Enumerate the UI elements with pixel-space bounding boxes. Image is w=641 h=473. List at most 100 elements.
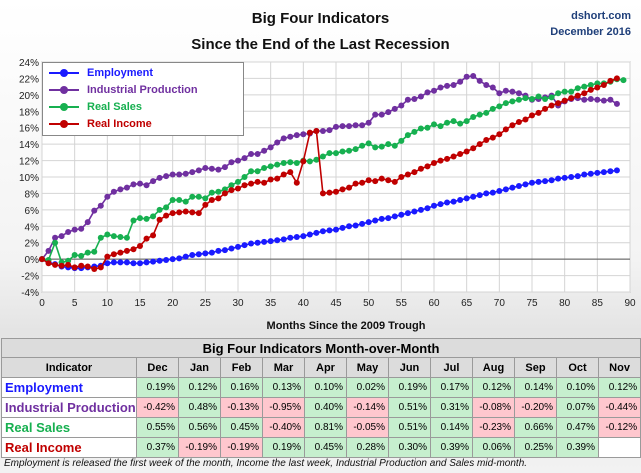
data-point <box>339 186 346 193</box>
x-tick-label: 45 <box>330 298 342 309</box>
table-cell: 0.14% <box>430 417 473 438</box>
data-point <box>515 118 522 125</box>
data-point <box>483 109 490 116</box>
data-point <box>333 188 339 195</box>
data-point <box>195 251 202 258</box>
data-point <box>228 182 235 189</box>
data-point <box>450 82 457 88</box>
data-point <box>378 175 385 182</box>
data-point <box>476 141 483 148</box>
data-point <box>450 118 457 125</box>
data-point <box>587 170 594 177</box>
data-point <box>359 122 366 129</box>
data-point <box>215 247 222 254</box>
row-indicator-name: Real Income <box>1 437 137 458</box>
data-point <box>333 123 339 130</box>
data-point <box>437 157 444 164</box>
y-tick-label: 0% <box>25 255 40 266</box>
table-cell: 0.51% <box>388 397 431 418</box>
data-point <box>483 137 490 144</box>
data-point <box>587 86 594 93</box>
row-indicator-name: Industrial Production <box>1 397 137 418</box>
data-point <box>221 190 228 197</box>
data-point <box>104 193 111 200</box>
data-point <box>176 255 183 262</box>
table-cell: 0.66% <box>514 417 557 438</box>
data-point <box>613 167 620 174</box>
legend-item-industrial-production: Industrial Production <box>47 82 241 98</box>
data-point <box>489 105 496 112</box>
data-point <box>241 242 248 249</box>
data-point <box>431 160 437 167</box>
data-point <box>261 147 268 154</box>
data-point <box>437 84 444 91</box>
data-point <box>417 165 424 172</box>
table-cell: 0.19% <box>136 377 179 398</box>
data-point <box>535 109 542 116</box>
data-point <box>411 169 418 176</box>
legend-item-employment: Employment <box>47 65 241 81</box>
x-tick-label: 25 <box>200 298 212 309</box>
data-point <box>594 80 601 87</box>
data-point <box>319 128 326 134</box>
x-tick-label: 0 <box>39 298 45 309</box>
data-point <box>372 144 379 151</box>
data-point <box>378 111 385 118</box>
x-tick-label: 20 <box>167 298 179 309</box>
x-tick-label: 80 <box>559 298 571 309</box>
column-header-month: Feb <box>220 357 263 378</box>
data-point <box>313 156 320 163</box>
table-cell: -0.42% <box>136 397 179 418</box>
data-point <box>515 90 522 97</box>
data-point <box>444 82 451 89</box>
legend-marker <box>60 86 68 94</box>
data-point <box>241 155 248 162</box>
data-point <box>71 264 78 271</box>
line-chart: -4% -2% 0% 2% 4% 6% 8% 10% 12% 14% 16% 18% 20% 22% 24%… <box>19 58 636 332</box>
data-point <box>169 210 176 217</box>
data-point <box>91 266 98 272</box>
table-cell: 0.47% <box>556 417 599 438</box>
data-point <box>385 177 392 184</box>
data-point <box>228 159 235 166</box>
data-point <box>391 178 398 185</box>
table-cell: -0.95% <box>262 397 305 418</box>
data-point <box>58 262 65 269</box>
data-point <box>287 133 294 140</box>
site-name: dshort.com <box>571 10 631 22</box>
data-point <box>457 120 464 127</box>
table-cell: 0.06% <box>472 437 515 458</box>
data-point <box>555 175 562 182</box>
column-header-month: Nov <box>597 357 641 378</box>
data-point <box>78 225 85 232</box>
data-point <box>502 100 509 107</box>
data-point <box>437 201 444 208</box>
data-point <box>463 118 470 125</box>
data-point <box>261 179 268 186</box>
data-point <box>339 224 346 231</box>
data-point <box>78 252 85 259</box>
column-header-month: Aug <box>472 357 515 378</box>
data-point <box>542 105 549 112</box>
report-date: December 2016 <box>550 26 631 38</box>
data-point <box>581 96 588 103</box>
data-point <box>123 247 130 254</box>
data-point <box>561 88 568 95</box>
data-point <box>287 234 294 241</box>
data-point <box>123 234 130 241</box>
table-cell: 0.40% <box>304 397 347 418</box>
chart-title: Big Four Indicators <box>251 10 390 27</box>
data-point <box>254 178 261 185</box>
data-point <box>574 85 581 92</box>
data-point <box>613 100 620 107</box>
chart-subtitle: Since the End of the Last Recession <box>191 36 450 53</box>
data-point <box>176 171 183 178</box>
data-point <box>130 181 137 188</box>
data-point <box>424 163 431 170</box>
y-tick-label: 8% <box>25 189 40 200</box>
data-point <box>241 182 248 189</box>
data-point <box>117 249 124 256</box>
table-cell: 0.28% <box>346 437 389 458</box>
data-point <box>431 202 437 209</box>
data-point <box>195 167 202 174</box>
